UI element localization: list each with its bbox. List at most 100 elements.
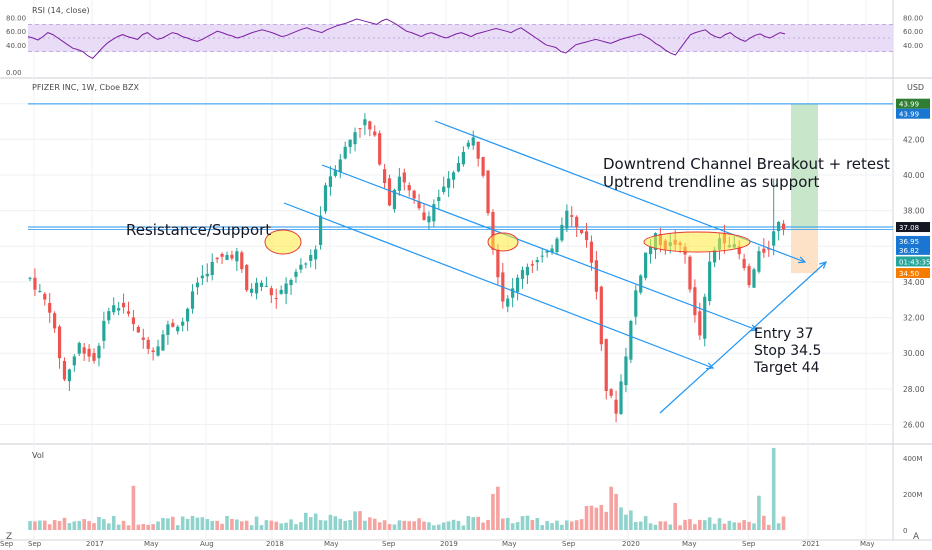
candle-body [38,291,42,293]
volume-bar [427,522,431,530]
axis-price-tag [896,222,930,233]
resistance-ellipse [264,229,302,255]
candle-body [328,176,333,187]
volume-bar [752,523,756,530]
candle-body [648,246,653,255]
volume-bar [589,505,594,530]
candle-body [767,248,771,250]
candle-body [343,146,347,159]
volume-bar [579,519,584,530]
volume-bar [737,522,742,530]
candle-body [703,296,707,339]
candle-body [220,253,224,257]
volume-bar [121,520,126,530]
time-tick-label: May [324,540,338,548]
volume-bar [156,521,160,530]
volume-bar [781,516,786,530]
candle-body [235,251,239,262]
trendline-arrowhead [749,324,759,332]
volume-bar [62,517,67,530]
volume-bar [491,493,495,530]
volume-bar [249,525,254,530]
candle-body [772,231,776,246]
axis-price-tag-text: 34.50 [899,270,919,278]
volume-bar [466,516,471,530]
volume-bar [747,521,751,530]
timezone-glyph[interactable]: Z [6,532,13,542]
candle-body [378,133,382,165]
volume-bar [33,521,37,530]
time-tick-label: May [144,540,158,548]
candle-body [121,302,126,308]
candle-body [205,273,209,277]
volume-bar [195,517,200,530]
rsi-line [27,18,786,60]
volume-bar [633,522,638,530]
axis-price-tag [896,235,930,246]
candle-body [535,259,539,263]
candle-body [77,342,81,354]
trade-zones [28,103,893,274]
volume-bar [441,522,446,530]
volume-bar [87,521,91,530]
volume-label: Vol [32,451,44,460]
candle-body [176,326,180,332]
candle-body [102,320,106,341]
price-tick-label: 40.00 [903,171,925,180]
volume-bar [461,525,466,530]
volume-bar [72,521,77,530]
candlesticks [28,113,786,423]
candle-body [274,298,278,300]
candle-body [520,269,525,279]
candle-body [456,163,461,172]
rsi-panel [27,18,893,60]
candle-body [644,252,648,278]
axis-price-tag [896,108,930,119]
auto-scale-glyph[interactable]: A [913,532,920,542]
volume-bar [653,524,658,530]
candle-body [589,241,594,263]
candle-body [594,260,598,292]
axis-price-tag [896,244,930,255]
chart-title: PFIZER INC, 1W, Cboe BZX [32,83,139,92]
volume-bar [254,516,259,530]
volume-bar [569,521,574,530]
candle-body [269,288,273,296]
volume-bar [28,521,32,530]
candle-body [250,288,254,293]
candle-body [584,231,589,241]
time-tick-label: 2017 [86,540,104,548]
volume-bar [141,524,146,530]
candle-body [97,345,101,359]
candle-body [604,339,608,391]
price-tick-label: 34.00 [903,278,925,287]
volume-bar [693,524,697,530]
volume-bar [505,517,510,530]
candle-body [161,334,165,351]
volume-bar [422,521,426,530]
candle-body [284,283,288,294]
price-axis: 44.0042.0040.0038.0036.0034.0032.0030.00… [6,15,930,535]
candle-body [318,215,323,245]
candle-body [629,320,633,360]
candle-body [309,254,313,261]
volume-bar [304,512,308,530]
candle-body [259,282,264,287]
candle-body [383,169,387,184]
volume-bar [540,525,545,530]
candle-body [294,271,298,277]
volume-bar [264,520,269,530]
candle-body [57,326,62,359]
volume-bar [717,518,722,530]
candle-body [373,131,377,136]
volume-bar [392,524,397,530]
candle-body [545,250,549,253]
trendlines [264,120,828,414]
candle-body [397,176,401,191]
time-tick-label: 2019 [440,540,458,548]
volume-bar [432,525,436,530]
candle-body [511,288,515,298]
volume-bar [279,523,283,530]
volume-bar [82,519,86,530]
